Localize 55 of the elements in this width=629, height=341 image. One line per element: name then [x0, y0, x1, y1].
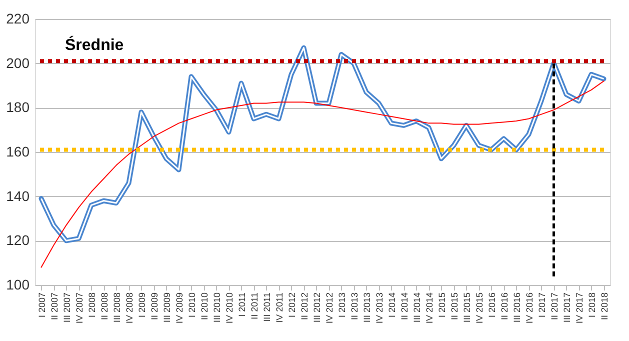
x-tick-label: II 2009: [149, 292, 160, 320]
x-tick-label: IV 2015: [474, 292, 484, 324]
x-tick-label: I 2007: [36, 292, 47, 318]
x-tick-label: III 2015: [462, 292, 472, 323]
x-tick-label: I 2015: [436, 292, 447, 318]
x-tick-label: III 2012: [312, 292, 322, 323]
y-tick-label: 160: [6, 144, 30, 160]
x-tick-label: II 2007: [49, 292, 60, 320]
x-tick-label: III 2009: [162, 292, 172, 323]
x-tick-label: III 2014: [412, 292, 422, 323]
x-tick-label: II 2012: [299, 292, 310, 320]
x-tick-label: I 2008: [86, 292, 97, 318]
x-tick-label: I 2011: [236, 292, 247, 317]
x-tick-label: II 2013: [349, 292, 360, 320]
x-tick-label: II 2010: [199, 292, 210, 320]
x-tick-label: IV 2012: [324, 292, 334, 324]
x-tick-label: III 2017: [562, 292, 572, 323]
x-tick-label: III 2010: [212, 292, 222, 323]
x-tick-label: III 2013: [362, 292, 372, 323]
x-tick-label: IV 2008: [124, 292, 134, 324]
x-tick-label: I 2018: [586, 292, 597, 318]
x-tick-label: II 2011: [249, 292, 260, 320]
x-tick-label: II 2008: [99, 292, 110, 320]
x-tick-label: III 2016: [512, 292, 522, 323]
x-tick-label: II 2017: [549, 292, 560, 320]
x-tick-label: III 2007: [62, 292, 72, 323]
x-tick-label: IV 2011: [274, 292, 284, 323]
y-tick-label: 220: [6, 10, 30, 26]
y-tick-label: 180: [6, 99, 30, 116]
y-tick-label: 200: [6, 54, 30, 71]
x-tick-label: II 2018: [599, 292, 610, 320]
annotation: Średnie: [65, 35, 124, 54]
x-tick-label: IV 2017: [574, 292, 584, 324]
x-tick-label: IV 2007: [74, 292, 84, 324]
x-tick-label: IV 2016: [524, 292, 534, 324]
x-tick-label: I 2017: [536, 292, 547, 318]
x-tick-label: IV 2014: [424, 292, 434, 324]
y-tick-label: 100: [6, 276, 30, 292]
x-tick-label: II 2015: [449, 292, 460, 320]
x-tick-label: I 2016: [486, 292, 497, 318]
x-tick-label: II 2016: [499, 292, 510, 320]
x-tick-label: II 2014: [399, 292, 410, 320]
line-series: [40, 80, 604, 268]
x-tick-label: IV 2013: [374, 292, 384, 324]
x-tick-label: I 2014: [386, 292, 397, 318]
x-tick-label: I 2009: [136, 292, 147, 318]
x-tick-label: III 2011: [262, 292, 272, 322]
x-tick-label: I 2013: [336, 292, 347, 318]
x-tick-label: I 2012: [286, 292, 297, 318]
y-tick-label: 140: [6, 188, 30, 204]
x-tick-label: I 2010: [186, 292, 197, 318]
x-tick-label: III 2008: [112, 292, 122, 323]
x-tick-label: IV 2010: [224, 292, 234, 324]
x-tick-label: IV 2009: [174, 292, 184, 324]
y-tick-label: 120: [6, 232, 30, 248]
